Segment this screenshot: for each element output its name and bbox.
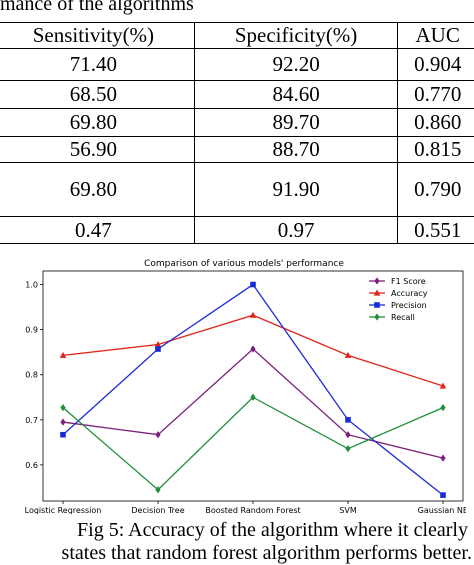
figure-caption-line-2: states that random forest algorithm perf… (61, 542, 472, 564)
header-auc: AUC (397, 22, 474, 49)
table-row: 68.50 84.60 0.770 (0, 80, 474, 109)
cell-sensitivity: 0.47 (0, 216, 195, 244)
legend-label-f1-score: F1 Score (391, 277, 426, 286)
legend-label-precision: Precision (391, 301, 427, 310)
cell-auc: 0.551 (397, 216, 474, 244)
cell-sensitivity: 68.50 (0, 80, 195, 109)
legend-marker-accuracy (373, 289, 381, 296)
cell-sensitivity: 71.40 (0, 48, 195, 81)
table-header-row: Sensitivity(%) Specificity(%) AUC (0, 22, 474, 49)
data-point-accuracy (59, 351, 67, 358)
x-tick-label: SVM (339, 506, 357, 514)
data-point-precision (60, 431, 66, 438)
cell-auc: 0.860 (397, 108, 474, 137)
cell-auc: 0.904 (397, 48, 474, 81)
cell-specificity: 92.20 (193, 48, 399, 81)
data-point-accuracy (344, 351, 352, 358)
x-tick-label: Decision Tree (131, 506, 184, 514)
legend-marker-f1-score (374, 277, 380, 285)
x-tick-label: Boosted Random Forest (205, 506, 300, 514)
legend-label-accuracy: Accuracy (391, 289, 428, 298)
cell-specificity: 91.90 (193, 162, 399, 217)
cell-sensitivity: 56.90 (0, 136, 195, 163)
legend-label-recall: Recall (391, 313, 415, 322)
y-tick-label: 0.7 (25, 416, 38, 425)
header-specificity: Specificity(%) (193, 22, 399, 49)
cell-sensitivity: 69.80 (0, 162, 195, 217)
cell-auc: 0.790 (397, 162, 474, 217)
data-point-accuracy (154, 341, 162, 348)
cell-specificity: 0.97 (193, 216, 399, 244)
data-point-precision (250, 281, 256, 288)
data-point-f1-score (60, 418, 66, 426)
figure-chart: Comparison of various models' performanc… (17, 251, 469, 515)
chart-marks: 0.6 0.7 0.8 0.9 1.0 Logistic Regression Decisi… (25, 281, 469, 515)
figure-caption-line-1: Fig 5: Accuracy of the algorithm where i… (77, 519, 468, 541)
cell-specificity: 88.70 (193, 136, 399, 163)
y-tick-label: 0.6 (25, 461, 38, 470)
data-point-recall (345, 445, 351, 453)
table-row: 69.80 91.90 0.790 (0, 162, 474, 217)
cell-auc: 0.815 (397, 136, 474, 163)
y-tick-label: 0.9 (25, 326, 38, 335)
legend-marker-precision (374, 302, 380, 308)
data-point-precision (345, 417, 351, 423)
data-point-accuracy (249, 311, 257, 318)
cell-specificity: 84.60 (193, 80, 399, 109)
header-sensitivity: Sensitivity(%) (0, 22, 195, 49)
chart-background (17, 251, 466, 514)
data-point-f1-score (345, 431, 351, 439)
cell-auc: 0.770 (397, 80, 474, 109)
y-tick-label: 1.0 (25, 281, 38, 290)
chart-title: Comparison of various models' performanc… (144, 259, 344, 269)
data-point-precision (440, 492, 446, 498)
performance-table: Sensitivity(%) Specificity(%) AUC 71.40 … (0, 22, 474, 244)
y-tick-label: 0.8 (25, 371, 38, 380)
chart-legend: F1 Score Accuracy Precision Recall (369, 277, 428, 322)
table-row: 56.90 88.70 0.815 (0, 136, 474, 163)
table-row: 71.40 92.20 0.904 (0, 48, 474, 81)
cell-specificity: 89.70 (193, 108, 399, 137)
data-point-f1-score (155, 431, 161, 439)
line-chart: Comparison of various models' performanc… (17, 251, 469, 515)
data-point-f1-score (440, 454, 446, 462)
cell-sensitivity: 69.80 (0, 108, 195, 137)
x-tick-label: Gaussian NB (418, 506, 466, 514)
table-row: 0.47 0.97 0.551 (0, 216, 474, 244)
table-caption: mance of the algorithms (0, 0, 194, 15)
data-point-precision (155, 346, 161, 352)
x-tick-label: Logistic Regression (25, 506, 102, 514)
legend-marker-recall (374, 313, 380, 321)
table-row: 69.80 89.70 0.860 (0, 108, 474, 137)
data-point-accuracy (439, 382, 447, 389)
